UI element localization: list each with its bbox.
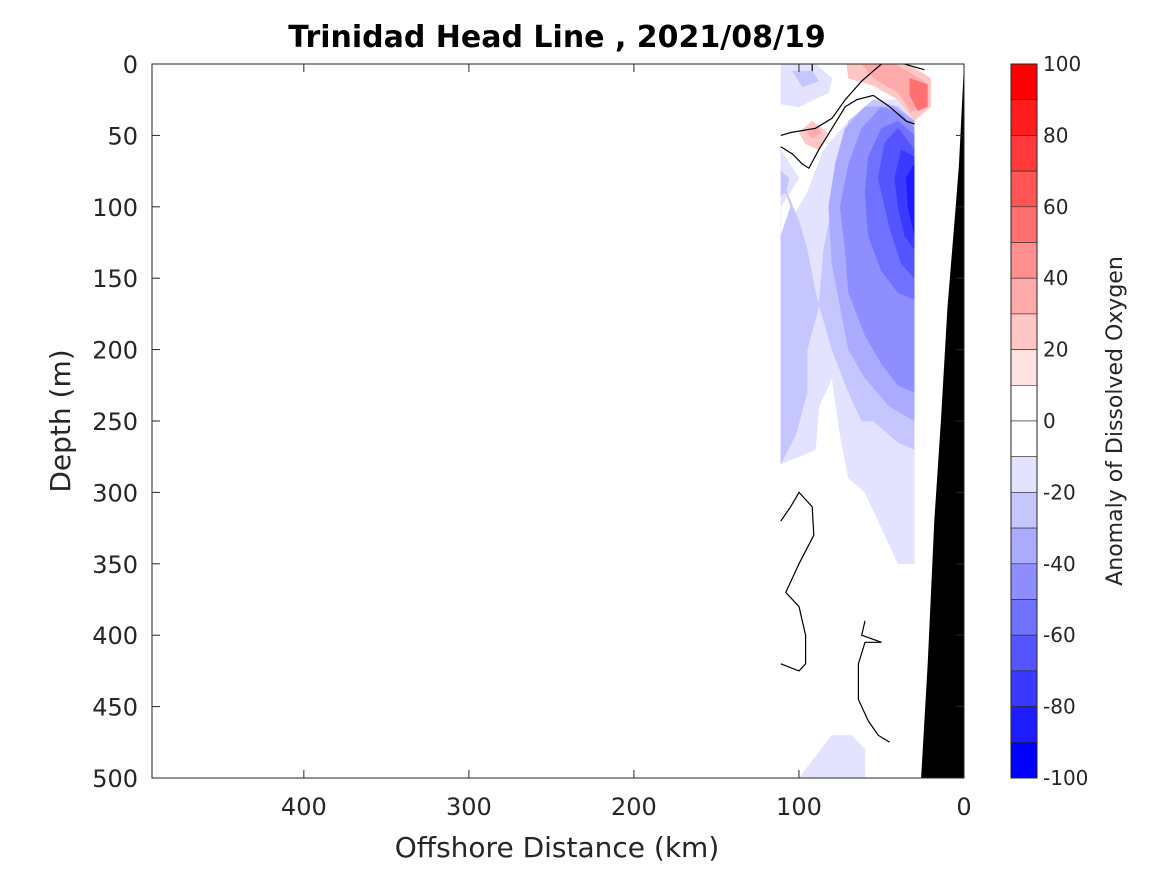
y-tick-label: 450 <box>92 694 138 722</box>
colorbar-swatch <box>1010 242 1038 279</box>
colorbar-swatch <box>1010 706 1038 743</box>
contour-region-surface-positive-core-overlay <box>909 78 928 112</box>
x-tick-label: 200 <box>611 793 657 821</box>
colorbar-tick-label: 80 <box>1043 123 1068 147</box>
colorbar-tick-label: 20 <box>1043 338 1068 362</box>
colorbar-tick-label: -80 <box>1043 695 1076 719</box>
colorbar-tick-label: 0 <box>1043 409 1056 433</box>
zero-contour-deep-left <box>780 491 815 672</box>
colorbar-title: Anomaly of Dissolved Oxygen <box>1103 256 1128 586</box>
colorbar-swatch <box>1010 670 1038 707</box>
colorbar-swatch <box>1010 170 1038 208</box>
colorbar-swatch <box>1010 563 1038 600</box>
colorbar-swatch <box>1010 206 1038 243</box>
colorbar-tick-label: 100 <box>1043 52 1081 76</box>
colorbar-tick-label: -20 <box>1043 480 1076 504</box>
y-tick-label: 50 <box>107 122 138 150</box>
x-tick-label: 100 <box>776 793 822 821</box>
contour-region-offshore-negative-2 <box>780 170 790 196</box>
chart-title: Trinidad Head Line , 2021/08/19 <box>288 20 825 55</box>
colorbar-tick-label: 40 <box>1043 266 1068 290</box>
zero-contour-lines <box>780 64 925 743</box>
colorbar-tick-label: -60 <box>1043 623 1076 647</box>
y-tick-label: 0 <box>123 51 138 79</box>
zero-contour-deep-right <box>857 620 891 743</box>
colorbar-swatch <box>1010 313 1038 350</box>
y-tick-label: 250 <box>92 408 138 436</box>
x-tick-label: 0 <box>956 793 971 821</box>
colorbar-swatch <box>1010 135 1038 172</box>
colorbar-swatch <box>1010 634 1038 672</box>
x-tick-label: 300 <box>446 793 492 821</box>
colorbar: 100 80 60 40 20 0 -20 -40 -60 -80 -100 <box>1010 52 1088 790</box>
colorbar-swatch <box>1010 277 1038 315</box>
y-tick-label: 150 <box>92 265 138 293</box>
contour-region-surface-positive-mid-overlay <box>861 64 925 113</box>
y-tick-label: 300 <box>92 479 138 507</box>
bathymetry <box>921 64 964 778</box>
zero-contour-surface-lower <box>780 94 915 170</box>
contour-region-deep-negative <box>798 734 866 778</box>
colorbar-swatch <box>1010 99 1038 136</box>
x-axis-title: Offshore Distance (km) <box>395 831 720 864</box>
colorbar-swatch <box>1010 456 1038 493</box>
x-tick-label: 400 <box>281 793 327 821</box>
y-axis-title: Depth (m) <box>44 349 77 492</box>
colorbar-tick-label: -100 <box>1043 766 1088 790</box>
colorbar-swatch <box>1010 63 1038 101</box>
contour-fills <box>780 64 964 778</box>
y-tick-label: 350 <box>92 551 138 579</box>
y-tick-label: 400 <box>92 622 138 650</box>
axes: 400 300 200 100 0 0 50 100 150 200 250 300 350 400 450… <box>92 51 971 821</box>
seafloor-polygon <box>921 64 964 778</box>
colorbar-swatch <box>1010 527 1038 565</box>
y-tick-label: 200 <box>92 337 138 365</box>
colorbar-swatch <box>1010 492 1038 529</box>
contour-region-offshore-surface-negative-core <box>791 70 820 88</box>
colorbar-swatch <box>1010 599 1038 636</box>
y-tick-label: 500 <box>92 765 138 793</box>
y-tick-label: 100 <box>92 194 138 222</box>
zero-contour-surface-corner <box>904 64 925 71</box>
colorbar-frame <box>1010 63 1038 779</box>
colorbar-swatch <box>1010 349 1038 386</box>
colorbar-swatch <box>1010 384 1038 422</box>
colorbar-swatch <box>1010 741 1038 779</box>
colorbar-tick-label: -40 <box>1043 552 1076 576</box>
colorbar-swatch <box>1010 420 1038 458</box>
zero-contour-surface-upper <box>780 64 882 136</box>
colorbar-tick-label: 60 <box>1043 195 1068 219</box>
